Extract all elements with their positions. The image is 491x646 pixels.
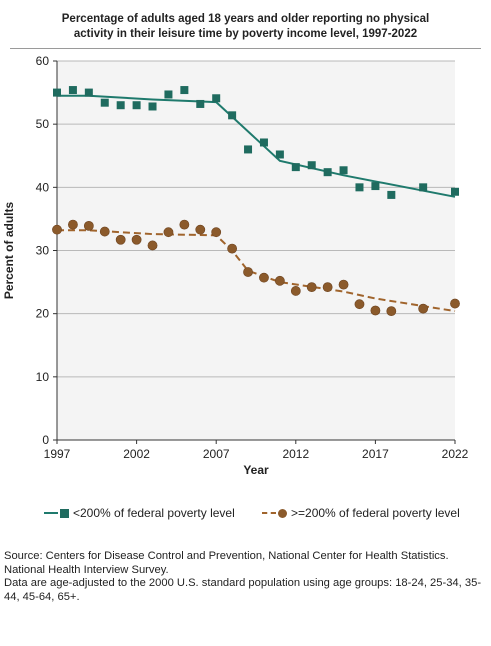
tick-labels: 0 10 20 30 40 50 60 1997 2002 2007 2012 2017 2022 [36,54,469,461]
point-low-income [228,111,237,120]
x-tick-label: 2022 [442,447,469,461]
point-high-income [195,224,206,235]
point-low-income [451,187,459,196]
point-high-income [354,299,365,310]
point-low-income [387,190,396,199]
point-low-income [53,88,61,97]
point-high-income [290,286,301,296]
point-low-income [180,86,189,95]
point-low-income [100,98,109,107]
y-tick-label: 50 [36,117,50,131]
legend-label: >=200% of federal poverty level [291,506,460,520]
point-high-income [83,220,94,231]
legend-label: <200% of federal poverty level [73,506,235,520]
legend-square-marker [60,508,69,518]
point-high-income [450,298,460,309]
point-low-income [259,138,268,147]
point-low-income [244,145,253,154]
axes [53,60,456,444]
chart-title-line: activity in their leisure time by povert… [73,28,418,40]
point-high-income [163,227,174,238]
y-tick-label: 0 [42,433,49,447]
point-high-income [68,219,78,230]
x-tick-label: 1997 [44,447,71,461]
data-points [52,86,460,317]
y-tick-label: 10 [36,370,50,384]
point-high-income [179,219,190,230]
legend-line-dashed [262,512,276,514]
point-low-income [212,94,221,103]
point-low-income [339,166,348,175]
point-high-income [227,243,238,254]
point-high-income [115,234,126,245]
x-axis-label: Year [243,463,269,477]
legend: <200% of federal poverty level >=200% of… [0,506,491,526]
y-tick-label: 40 [36,180,50,194]
legend-circle-marker [278,508,287,518]
point-low-income [164,90,173,99]
point-low-income [355,183,364,192]
point-high-income [338,279,349,290]
point-low-income [419,183,428,192]
point-low-income [84,88,93,97]
point-high-income [370,305,381,316]
point-high-income [386,306,397,317]
point-high-income [306,282,317,293]
chart-area: 0 10 20 30 40 50 60 1997 2002 2007 2012 2017 2022 Ye… [2,54,469,477]
point-high-income [211,227,222,238]
y-tick-label: 20 [36,307,50,321]
point-high-income [259,272,269,283]
point-low-income [148,102,157,111]
legend-line-solid [44,512,58,514]
point-high-income [322,282,333,293]
point-high-income [243,267,253,277]
y-axis-label: Percent of adults [2,202,16,300]
point-high-income [418,303,429,314]
point-low-income [196,99,205,108]
x-tick-label: 2007 [203,447,230,461]
point-low-income [323,168,332,177]
chart-title-line: Percentage of adults aged 18 years and o… [61,13,430,25]
point-low-income [132,101,141,110]
x-tick-label: 2002 [123,447,150,461]
point-low-income [116,101,125,110]
y-tick-label: 30 [36,244,50,258]
source-note: Source: Centers for Disease Control and … [4,550,486,604]
point-high-income [147,240,158,251]
title-divider [10,48,481,49]
chart-title: Percentage of adults aged 18 years and o… [0,12,491,42]
point-low-income [371,182,380,191]
x-tick-label: 2017 [362,447,389,461]
point-low-income [291,163,300,172]
x-tick-label: 2012 [282,447,309,461]
trend-line-high-income [57,229,456,313]
legend-item-low-income: <200% of federal poverty level [44,506,235,520]
point-high-income [274,275,285,286]
point-low-income [275,150,284,159]
point-high-income [131,234,142,245]
data-note-line: Data are age-adjusted to the 2000 U.S. s… [4,577,482,603]
point-high-income [99,226,110,237]
legend-item-high-income: >=200% of federal poverty level [262,506,460,520]
point-low-income [68,86,77,95]
point-low-income [307,161,316,170]
source-line: Source: Centers for Disease Control and … [4,550,449,576]
point-high-income [52,224,62,235]
y-tick-label: 60 [36,54,50,68]
